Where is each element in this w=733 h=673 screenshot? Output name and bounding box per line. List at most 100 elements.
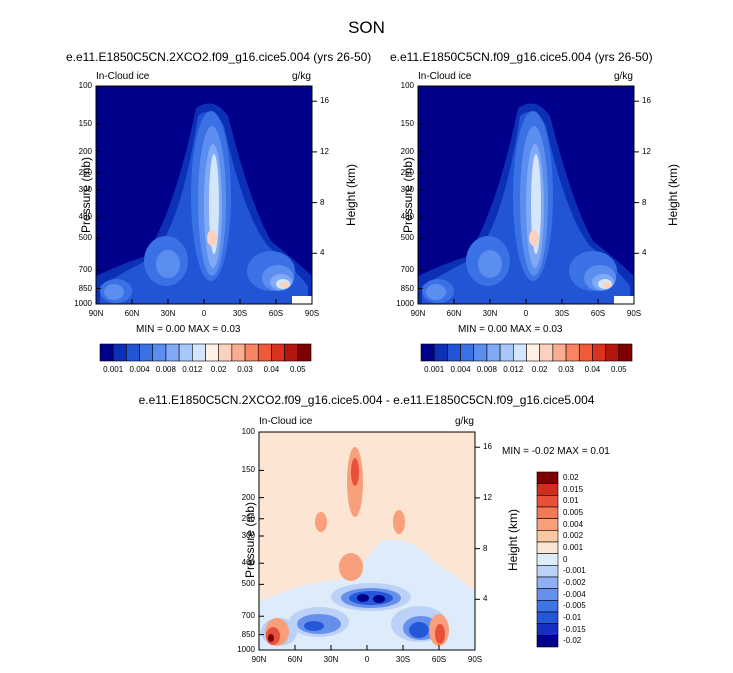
y-tick-label: 300 <box>241 531 255 540</box>
y-tick-label: 400 <box>78 212 92 222</box>
colorbar-label: 0 <box>563 554 568 564</box>
y-tick-label: 250 <box>400 167 414 177</box>
colorbar-label: 0.008 <box>155 365 176 374</box>
y-tick-label: 300 <box>400 185 414 194</box>
y-right-tick-label: 4 <box>320 248 325 258</box>
x-tick-label: 60N <box>287 655 303 664</box>
y-tick-label: 150 <box>400 119 414 129</box>
colorbar-label: 0.001 <box>103 365 124 374</box>
colorbar-label: 0.05 <box>290 365 306 374</box>
field-pos-3 <box>268 634 274 642</box>
y-right-tick-label: 12 <box>320 146 329 156</box>
y-right-tick-label: 4 <box>483 594 488 604</box>
panel-2-units: g/kg <box>614 71 633 82</box>
y-tick-label: 100 <box>78 81 92 90</box>
colorbar-label: 0.02 <box>531 365 548 374</box>
panel-3-ylabel: Pressure (mb) <box>243 501 258 579</box>
x-tick-label: 0 <box>364 655 370 664</box>
y-tick-label: 150 <box>78 119 92 129</box>
y-tick-label: 400 <box>241 558 255 568</box>
panel-2-plot <box>418 86 634 304</box>
y-tick-label: 500 <box>241 579 255 589</box>
x-tick-label: 30S <box>395 655 411 664</box>
y-right-tick-label: 12 <box>642 146 651 156</box>
x-tick-label: 90S <box>467 655 483 664</box>
panel-3-ylabel-right: Height (km) <box>506 508 521 572</box>
x-tick-label: 30S <box>554 309 570 318</box>
y-tick-label: 700 <box>241 611 255 621</box>
colorbar-label: 0.001 <box>424 365 445 374</box>
y-tick-label: 500 <box>78 233 92 243</box>
panel-1-title: e.e11.E1850C5CN.2XCO2.f09_g16.cice5.004 … <box>66 50 372 64</box>
x-tick-label: 60N <box>124 309 140 318</box>
colorbar-label: 0.008 <box>476 365 497 374</box>
x-tick-label: 90N <box>410 309 426 318</box>
colorbar-label: 0.04 <box>584 365 601 374</box>
y-right-tick-label: 12 <box>483 492 492 502</box>
x-tick-label: 0 <box>523 309 529 318</box>
colorbar-label: 0.001 <box>563 542 584 552</box>
colorbar-label: -0.001 <box>563 566 586 576</box>
y-right-tick-label: 16 <box>642 96 651 106</box>
y-tick-label: 100 <box>241 427 255 436</box>
y-tick-label: 850 <box>241 629 255 639</box>
panel-1-units: g/kg <box>292 71 311 82</box>
x-tick-label: 60S <box>431 655 447 664</box>
colorbar-label: -0.002 <box>563 577 586 587</box>
panel-1-minmax: MIN = 0.00 MAX = 0.03 <box>136 324 241 335</box>
colorbar-label: 0.02 <box>563 472 579 482</box>
colorbar-label: 0.03 <box>558 365 574 374</box>
panel-3-variable-label: In-Cloud ice <box>259 416 313 427</box>
x-tick-label: 30S <box>232 309 248 318</box>
x-tick-label: 60N <box>446 309 462 318</box>
y-right-tick-label: 16 <box>483 442 492 452</box>
colorbar-label: 0.004 <box>129 365 150 374</box>
colorbar-label: 0.005 <box>563 507 584 517</box>
panel-3-plot <box>259 432 475 650</box>
colorbar-label: 0.015 <box>563 484 584 494</box>
y-tick-label: 200 <box>241 492 255 502</box>
y-tick-label: 1000 <box>74 299 92 308</box>
x-tick-label: 60S <box>268 309 284 318</box>
y-tick-label: 700 <box>400 265 414 275</box>
y-tick-label: 700 <box>78 265 92 275</box>
panel-1-ylabel-right: Height (km) <box>344 163 359 227</box>
panel-2-minmax: MIN = 0.00 MAX = 0.03 <box>458 324 563 335</box>
y-right-tick-label: 8 <box>642 197 647 207</box>
y-tick-label: 1000 <box>237 645 255 654</box>
y-tick-label: 400 <box>400 212 414 222</box>
y-right-tick-label: 8 <box>320 197 325 207</box>
y-tick-label: 850 <box>400 283 414 293</box>
panel-3-minmax: MIN = -0.02 MAX = 0.01 <box>502 446 610 457</box>
colorbar-label: -0.004 <box>563 589 586 599</box>
colorbar-label: 0.03 <box>237 365 253 374</box>
colorbar-label: 0.012 <box>182 365 203 374</box>
y-tick-label: 200 <box>78 146 92 156</box>
y-right-tick-label: 4 <box>642 248 647 258</box>
y-tick-label: 250 <box>78 167 92 177</box>
figure-title: SON <box>348 18 385 37</box>
panel-3-field <box>259 432 475 650</box>
panel-2-variable-label: In-Cloud ice <box>418 71 472 82</box>
panel-1-variable-label: In-Cloud ice <box>96 71 150 82</box>
panel-3-title: e.e11.E1850C5CN.2XCO2.f09_g16.cice5.004 … <box>138 393 595 407</box>
y-tick-label: 150 <box>241 465 255 475</box>
x-tick-label: 0 <box>201 309 207 318</box>
y-right-tick-label: 8 <box>483 543 488 553</box>
colorbar-label: 0.012 <box>503 365 524 374</box>
panel-1-ylabel: Pressure (mb) <box>79 156 94 234</box>
x-tick-label: 30N <box>160 309 176 318</box>
colorbar-label: 0.04 <box>263 365 280 374</box>
y-tick-label: 300 <box>78 185 92 194</box>
x-tick-label: 90N <box>88 309 104 318</box>
x-tick-label: 90N <box>251 655 267 664</box>
colorbar-label: 0.002 <box>563 531 584 541</box>
y-tick-label: 200 <box>400 146 414 156</box>
colorbar-label: 0.01 <box>563 496 579 506</box>
x-tick-label: 90S <box>304 309 320 318</box>
x-tick-label: 30N <box>323 655 339 664</box>
colorbar-label: -0.015 <box>563 624 586 634</box>
missing-data-area <box>614 296 634 304</box>
y-tick-label: 500 <box>400 233 414 243</box>
y-tick-label: 850 <box>78 283 92 293</box>
